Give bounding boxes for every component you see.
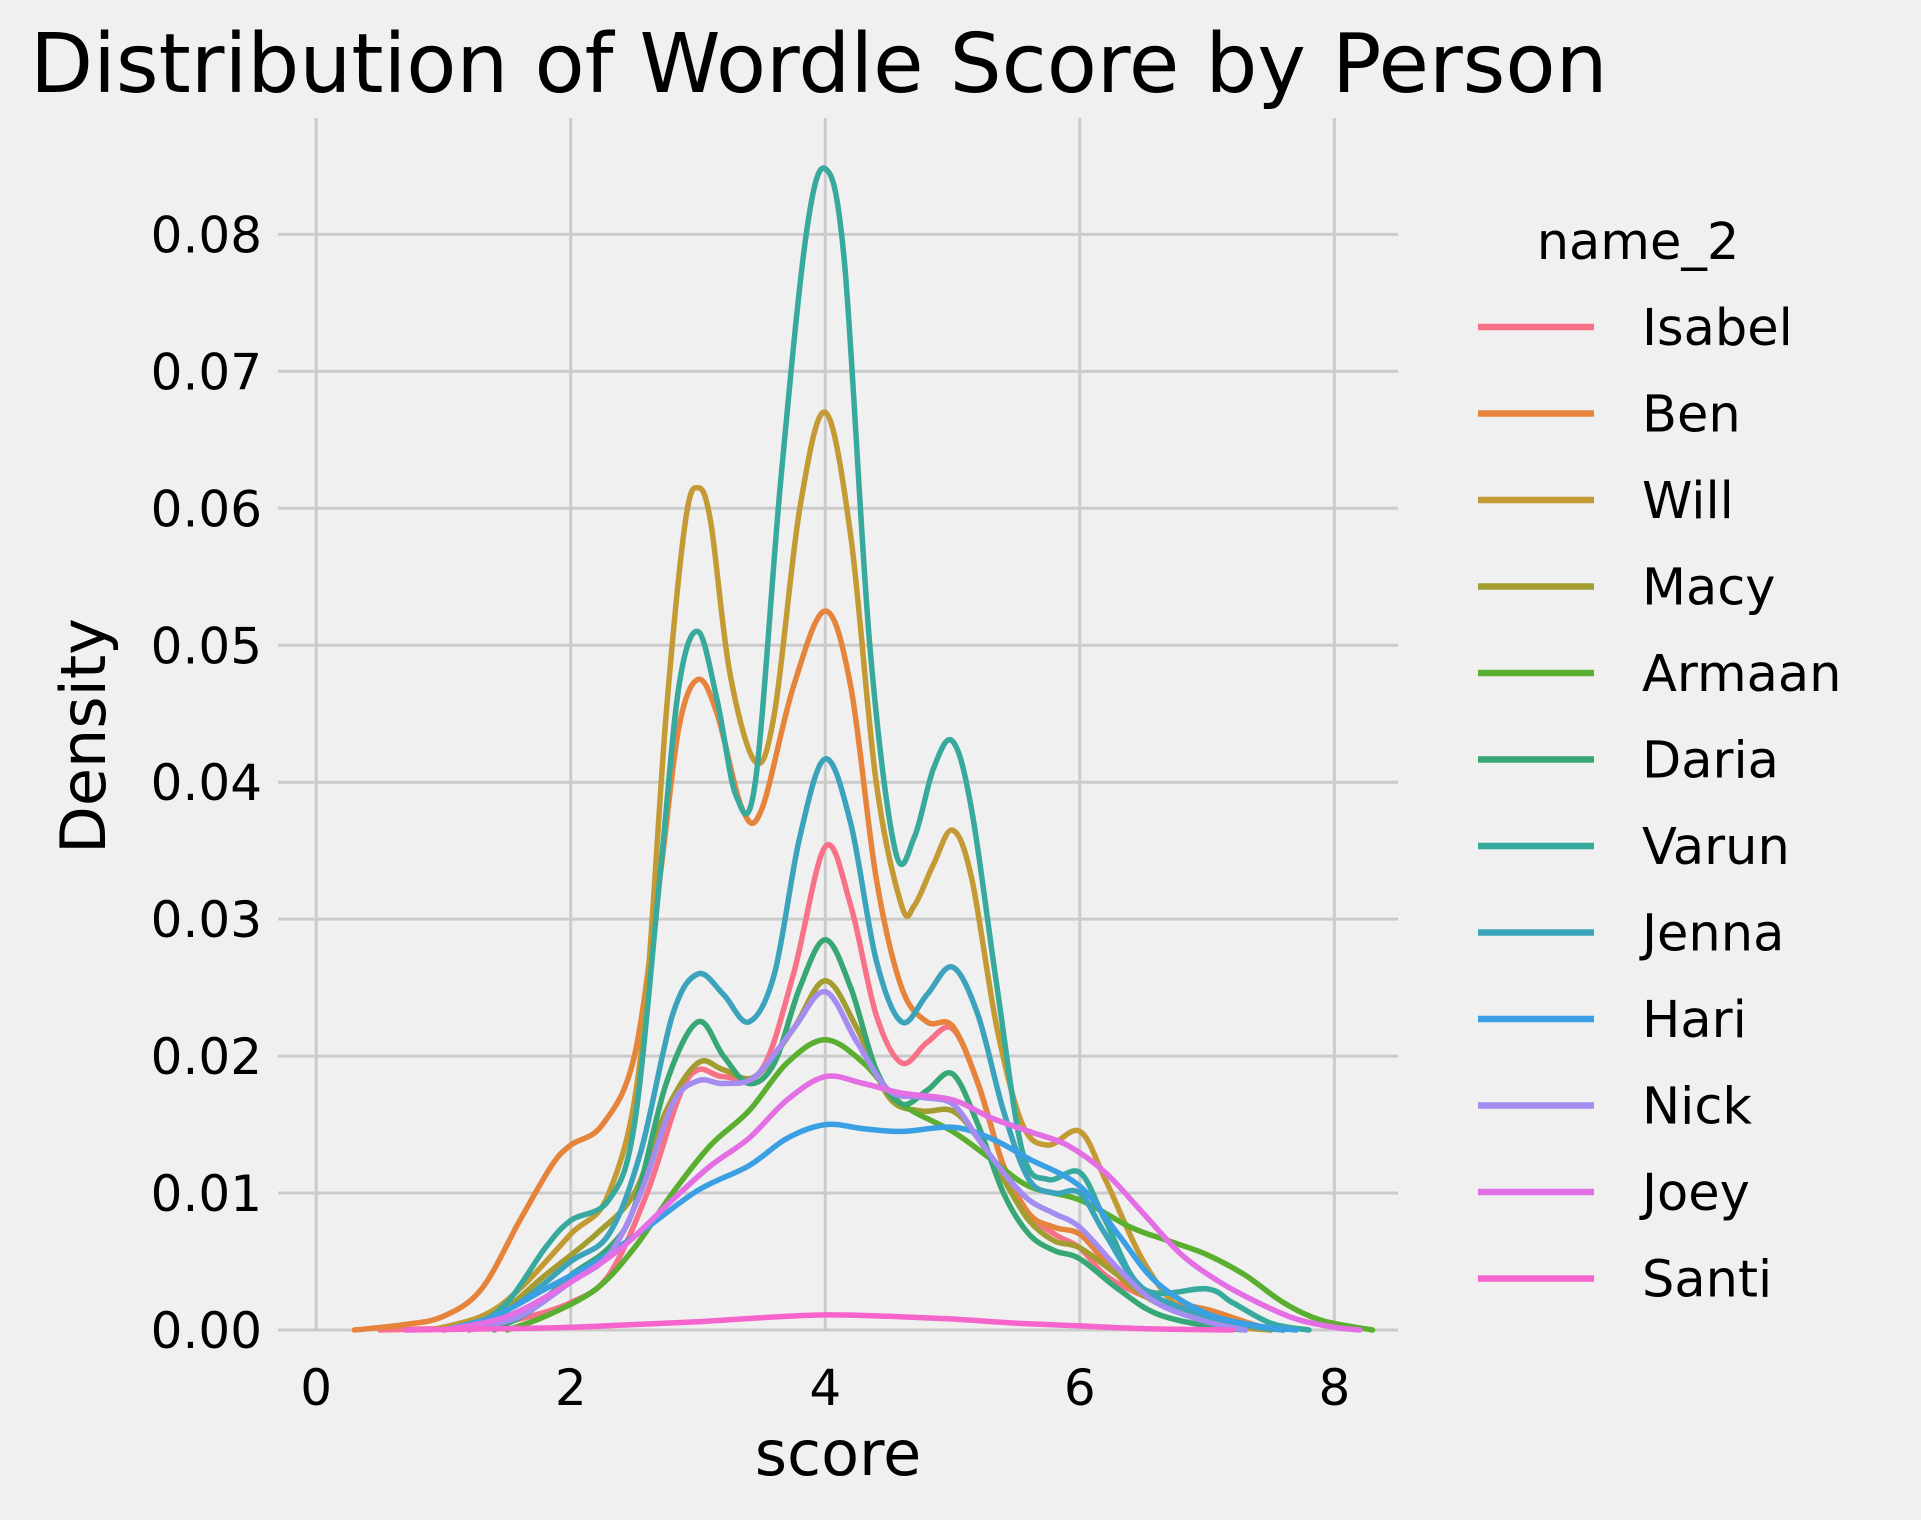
legend-label-nick: Nick: [1642, 1078, 1752, 1137]
y-tick-label: 0.02: [151, 1028, 262, 1086]
series-line-nick: [466, 988, 1249, 1333]
series-line-santi: [402, 1312, 1236, 1333]
legend-label-jenna: Jenna: [1639, 905, 1784, 964]
y-tick-label: 0.08: [151, 206, 262, 264]
chart-title: Distribution of Wordle Score by Person: [30, 17, 1608, 112]
legend: name_2 Isabel Ben Will Macy Armaan Daria Varun…: [1478, 213, 1841, 1310]
x-axis-title: score: [755, 1417, 922, 1490]
series-line-ben: [351, 608, 1287, 1333]
y-tick-label: 0.03: [151, 891, 262, 949]
legend-label-santi: Santi: [1642, 1251, 1772, 1310]
y-tick-label: 0.06: [151, 480, 262, 538]
x-tick-label: 6: [1064, 1359, 1096, 1417]
y-tick-label: 0.04: [151, 754, 262, 812]
legend-label-daria: Daria: [1642, 732, 1779, 791]
y-tick-label: 0.07: [151, 343, 262, 401]
x-tick-label: 0: [300, 1359, 332, 1417]
series-lines: [351, 165, 1376, 1333]
y-axis-title: Density: [47, 618, 120, 854]
legend-label-varun: Varun: [1642, 818, 1790, 877]
series-line-hari: [440, 1121, 1299, 1333]
y-tick-label: 0.05: [151, 617, 262, 675]
legend-label-hari: Hari: [1642, 991, 1747, 1050]
y-tick-label: 0.00: [151, 1302, 262, 1360]
legend-title: name_2: [1537, 213, 1740, 272]
x-tick-label: 4: [809, 1359, 841, 1417]
legend-label-isabel: Isabel: [1642, 299, 1793, 358]
x-tick-labels: 0 2 4 6 8: [300, 1359, 1350, 1417]
legend-label-armaan: Armaan: [1642, 645, 1841, 704]
legend-label-will: Will: [1642, 472, 1734, 531]
x-tick-label: 2: [555, 1359, 587, 1417]
y-tick-labels: 0.00 0.01 0.02 0.03 0.04 0.05 0.06 0.07 0.08: [151, 206, 262, 1360]
series-line-joey: [440, 1073, 1363, 1333]
y-tick-label: 0.01: [151, 1165, 262, 1223]
legend-label-macy: Macy: [1642, 559, 1775, 618]
legend-label-ben: Ben: [1642, 386, 1741, 445]
legend-label-joey: Joey: [1639, 1164, 1750, 1223]
series-line-jenna: [466, 756, 1287, 1333]
series-line-varun: [466, 165, 1312, 1333]
x-tick-label: 8: [1318, 1359, 1350, 1417]
